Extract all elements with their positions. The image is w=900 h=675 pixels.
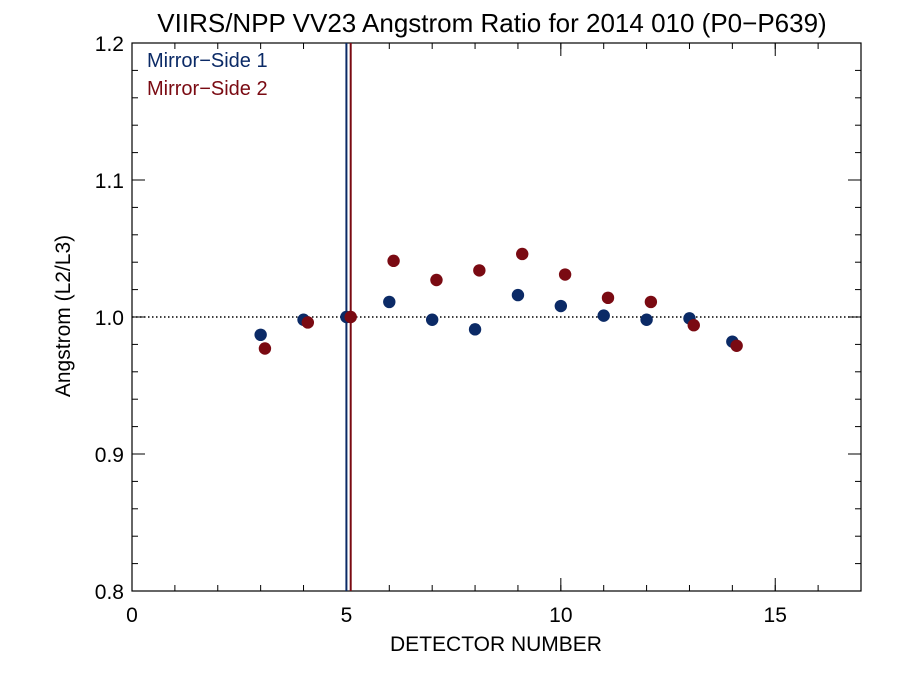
x-tick-label: 15 — [764, 604, 787, 627]
data-point — [516, 247, 529, 261]
data-point — [383, 295, 396, 309]
data-point — [258, 342, 272, 355]
y-tick-label: 0.8 — [95, 581, 124, 604]
y-tick-label: 0.9 — [95, 444, 124, 467]
plot-area: 0 5 10 15 0.8 0.9 1.0 1.1 1.2 — [95, 33, 862, 627]
data-point — [730, 339, 743, 352]
data-point — [430, 273, 443, 287]
data-point — [344, 310, 357, 324]
legend: Mirror−Side 1 Mirror−Side 2 — [147, 50, 268, 100]
x-tick-label: 0 — [126, 604, 138, 627]
y-tick-label: 1.0 — [95, 307, 124, 330]
data-point — [254, 328, 267, 342]
series-1 — [254, 288, 739, 348]
data-point — [387, 254, 400, 268]
data-point — [425, 313, 439, 326]
x-axis-label: DETECTOR NUMBER — [390, 633, 602, 656]
data-point — [558, 268, 572, 281]
legend-entry: Mirror−Side 2 — [147, 78, 268, 100]
data-point — [644, 295, 658, 309]
x-tick-label: 10 — [549, 604, 572, 627]
data-point — [687, 319, 700, 332]
data-point — [301, 316, 315, 329]
data-point — [640, 313, 653, 326]
series-2 — [258, 247, 743, 355]
data-point — [473, 264, 486, 277]
y-tick-label: 1.2 — [95, 33, 124, 56]
y-axis-label: Angstrom (L2/L3) — [52, 235, 75, 397]
x-tick-label: 5 — [341, 604, 353, 627]
data-point — [597, 309, 610, 322]
y-tick-label: 1.1 — [95, 170, 124, 193]
data-point — [468, 323, 482, 336]
data-point — [511, 288, 525, 302]
legend-entry: Mirror−Side 1 — [147, 50, 268, 72]
chart-title: VIIRS/NPP VV23 Angstrom Ratio for 2014 0… — [157, 8, 826, 38]
data-point — [601, 291, 615, 305]
data-point — [554, 299, 568, 313]
